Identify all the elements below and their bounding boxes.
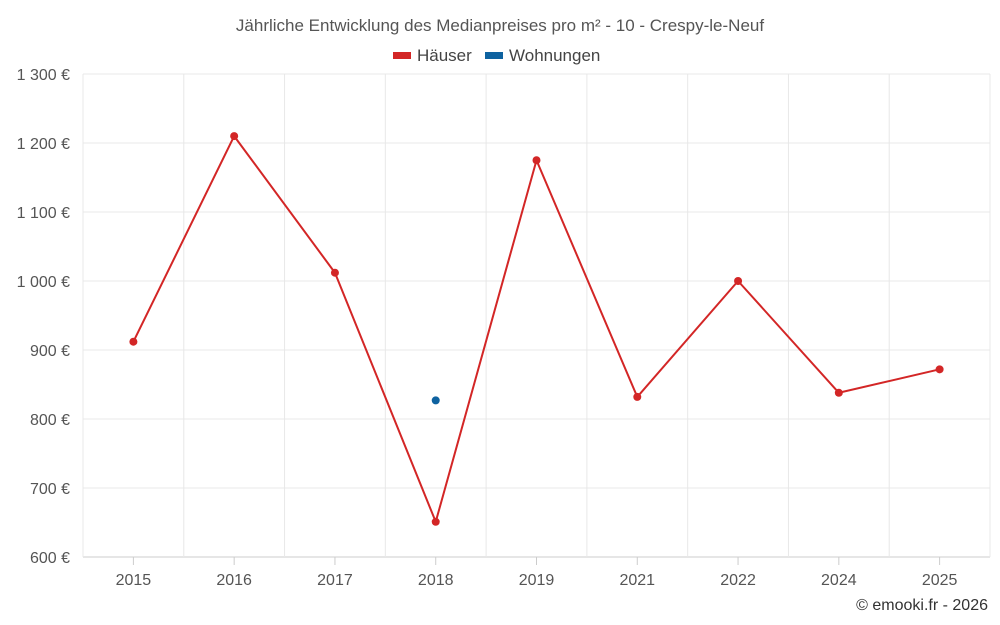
data-point-haeuser[interactable] [633,392,642,401]
data-point-haeuser[interactable] [734,277,743,285]
data-point-haeuser[interactable] [431,517,440,526]
data-point-haeuser[interactable] [129,337,138,346]
data-point-haeuser[interactable] [230,132,239,141]
grid [82,73,991,558]
y-axis: 600 € 700 € 800 € 900 € 1 000 € 1 100 € 1 200 … [17,67,70,567]
data-point-haeuser[interactable] [935,365,944,374]
y-tick-label: 900 € [30,343,70,360]
legend-swatch-haeuser [393,52,411,59]
x-tick-label: 2024 [821,572,857,589]
y-tick-label: 700 € [30,481,70,498]
chart-title: Jährliche Entwicklung des Medianpreises … [236,16,764,35]
series-line-haeuser [132,135,940,523]
y-tick-label: 800 € [30,412,70,429]
legend-label-wohnungen[interactable]: Wohnungen [509,46,600,65]
x-tick-label: 2019 [519,572,555,589]
data-point-haeuser[interactable] [330,268,339,277]
legend-swatch-wohnungen [485,52,503,59]
credit-text: © emooki.fr - 2026 [856,597,988,614]
x-tick-label: 2015 [116,572,152,589]
x-tick-label: 2017 [317,572,353,589]
legend: Häuser Wohnungen [393,46,600,65]
data-point-wohnungen[interactable] [431,396,440,405]
y-tick-label: 1 200 € [17,136,70,153]
x-axis: 2015 2016 2017 2018 2019 2021 2022 2024 2025 [116,557,958,589]
y-tick-label: 600 € [30,550,70,567]
x-tick-label: 2025 [922,572,958,589]
x-tick-label: 2018 [418,572,454,589]
data-point-haeuser[interactable] [834,388,843,397]
y-tick-label: 1 100 € [17,205,70,222]
x-tick-label: 2016 [216,572,252,589]
legend-label-haeuser[interactable]: Häuser [417,46,472,65]
y-tick-label: 1 000 € [17,274,70,291]
x-tick-label: 2021 [619,572,655,589]
y-tick-label: 1 300 € [17,67,70,84]
data-point-haeuser[interactable] [532,156,541,165]
x-tick-label: 2022 [720,572,756,589]
series-layer [129,132,944,526]
